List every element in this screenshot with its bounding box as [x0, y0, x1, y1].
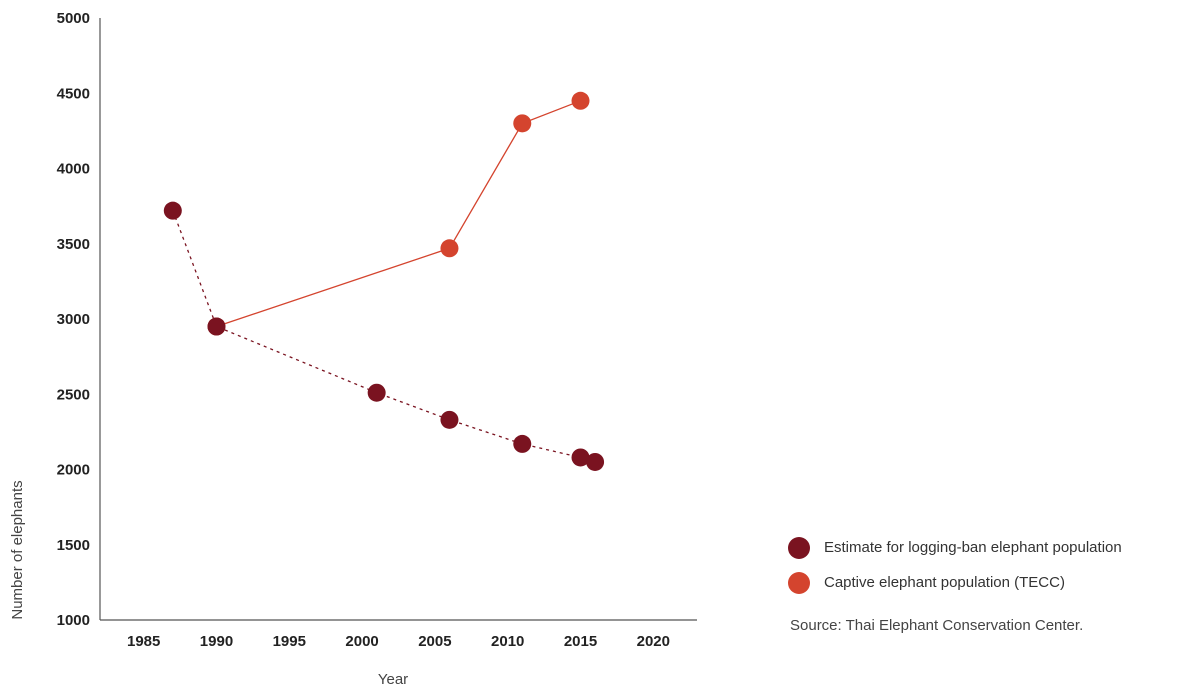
- y-tick-label: 4500: [57, 85, 90, 102]
- data-point-series-0: [440, 410, 459, 429]
- x-tick-label: 1985: [127, 633, 160, 650]
- legend-label-logging-ban: Estimate for logging-ban elephant popula…: [824, 539, 1122, 556]
- data-point-series-0: [513, 434, 532, 453]
- y-tick-label: 2000: [57, 462, 90, 479]
- x-axis-title: Year: [378, 671, 408, 688]
- axes: [99, 18, 697, 621]
- data-point-series-1: [513, 114, 532, 133]
- legend-label-captive: Captive elephant population (TECC): [824, 574, 1065, 591]
- data-point-series-0: [571, 448, 590, 467]
- legend-item-logging-ban: Estimate for logging-ban elephant popula…: [788, 530, 1122, 565]
- data-point-series-1: [440, 239, 459, 258]
- legend-marker-logging-ban: [788, 536, 810, 559]
- x-tick-label: 2015: [564, 633, 597, 650]
- x-tick-label: 2020: [637, 633, 670, 650]
- y-ticks: 1000 1500 2000 2500 3000 3500 4000 4500 5000: [57, 10, 90, 629]
- data-point-series-1: [571, 91, 590, 110]
- data-point-series-0: [367, 383, 386, 402]
- series-lines: [172, 100, 596, 463]
- data-point-series-0: [586, 452, 605, 471]
- y-tick-label: 2500: [57, 386, 90, 403]
- series-line-1: [216, 100, 581, 328]
- y-tick-label: 1500: [57, 537, 90, 554]
- legend: Estimate for logging-ban elephant popula…: [788, 530, 1122, 600]
- data-point-series-0: [207, 317, 226, 336]
- x-ticks: 1985 1990 1995 2000 2005 2010 2015 2020: [127, 633, 670, 650]
- source-note: Source: Thai Elephant Conservation Cente…: [790, 617, 1084, 634]
- x-tick-label: 2010: [491, 633, 524, 650]
- x-tick-label: 1995: [273, 633, 306, 650]
- series-points: [163, 91, 605, 471]
- y-axis-title: Number of elephants: [9, 480, 26, 619]
- y-tick-label: 1000: [57, 612, 90, 629]
- data-point-series-0: [163, 201, 182, 220]
- x-tick-label: 2005: [418, 633, 451, 650]
- y-tick-label: 3000: [57, 311, 90, 328]
- x-tick-label: 2000: [345, 633, 378, 650]
- y-tick-label: 3500: [57, 236, 90, 253]
- y-tick-label: 4000: [57, 161, 90, 178]
- legend-marker-captive: [788, 571, 810, 594]
- legend-item-captive: Captive elephant population (TECC): [788, 565, 1122, 600]
- x-tick-label: 1990: [200, 633, 233, 650]
- y-tick-label: 5000: [57, 10, 90, 27]
- series-line-0: [172, 210, 596, 463]
